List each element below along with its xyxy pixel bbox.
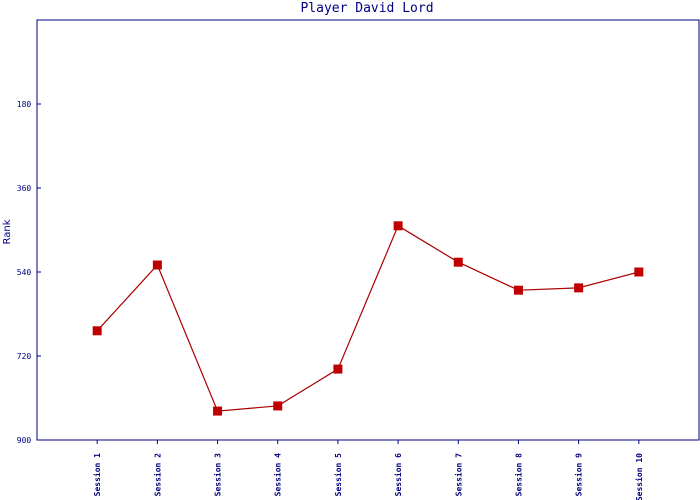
point — [453, 257, 463, 267]
x-tick-label: Session 1 — [92, 453, 102, 497]
point — [273, 401, 283, 411]
point — [513, 285, 523, 295]
x-tick-label: Session 6 — [393, 453, 403, 497]
x-tick-label: Session 4 — [273, 453, 283, 497]
x-tick-label: Session 2 — [152, 453, 162, 497]
x-tick-label: Session 3 — [213, 453, 223, 497]
x-tick-label: Session 9 — [574, 453, 584, 497]
chart-title: Player David Lord — [300, 1, 433, 16]
x-tick-label: Session 8 — [513, 453, 523, 497]
y-axis-label: Rank — [2, 219, 13, 244]
point — [213, 406, 223, 416]
point — [393, 221, 403, 231]
plot-frame — [36, 19, 700, 441]
x-tick-label: Session 7 — [453, 453, 463, 497]
point — [92, 326, 102, 336]
y-tick-label: 900 — [17, 436, 32, 445]
y-tick-label: 720 — [17, 352, 32, 361]
series-line — [96, 224, 639, 412]
point — [333, 364, 343, 374]
x-tick-label: Session 5 — [333, 453, 343, 497]
x-tick-label: Session 10 — [634, 453, 644, 500]
y-tick-label: 360 — [17, 184, 32, 193]
y-tick-label: 540 — [17, 268, 32, 277]
y-tick-label: 180 — [17, 100, 32, 109]
point — [152, 260, 162, 270]
point — [634, 267, 644, 277]
point — [574, 283, 584, 293]
